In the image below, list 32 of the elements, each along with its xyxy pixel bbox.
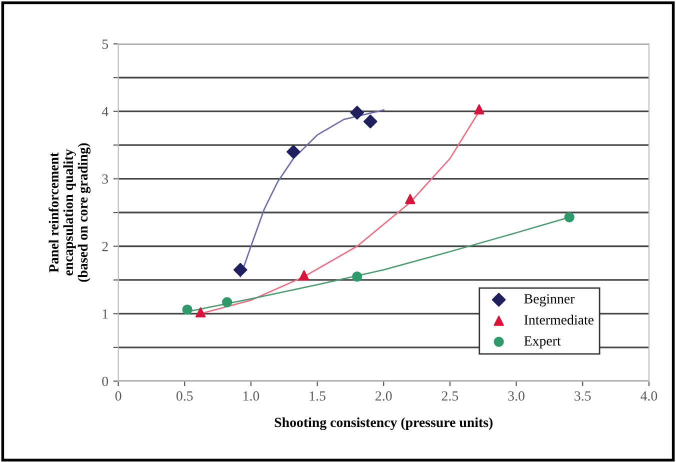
point [405,194,416,204]
y-tick-label: 4 [102,107,108,116]
legend-label: Beginner [524,294,575,306]
point [195,307,206,318]
y-tick-label: 2 [102,242,108,252]
x-tick-label: 2.0 [376,391,392,401]
y-tick-label: 1 [102,309,108,319]
legend-label: Expert [524,336,561,348]
point [352,272,362,282]
point [363,114,378,128]
legend-label: Intermediate [524,314,594,325]
point [233,262,248,277]
y-axis-title: Panel reinforcement encapsulation quality (based on core grading) [48,143,91,282]
x-tick-label: 1.5 [310,391,326,401]
x-tick-label: 3.5 [574,391,591,401]
y-tick-label: 0 [102,376,108,386]
point [286,144,300,159]
x-tick-label: 1.0 [244,391,260,401]
x-tick-label: 0.5 [176,391,193,401]
x-tick-label: 3.0 [508,391,524,401]
point [350,106,364,120]
point [182,304,192,315]
point [474,104,484,114]
x-tick-label: 2.5 [442,391,458,401]
x-axis-title: Shooting consistency (pressure units) [274,417,493,430]
point [298,270,310,280]
y-tick-label: 3 [102,174,108,184]
point [222,297,232,308]
x-tick-label: 0 [115,391,122,401]
y-tick-label: 5 [102,40,108,49]
point [564,212,574,222]
x-tick-label: 4.0 [640,391,658,401]
